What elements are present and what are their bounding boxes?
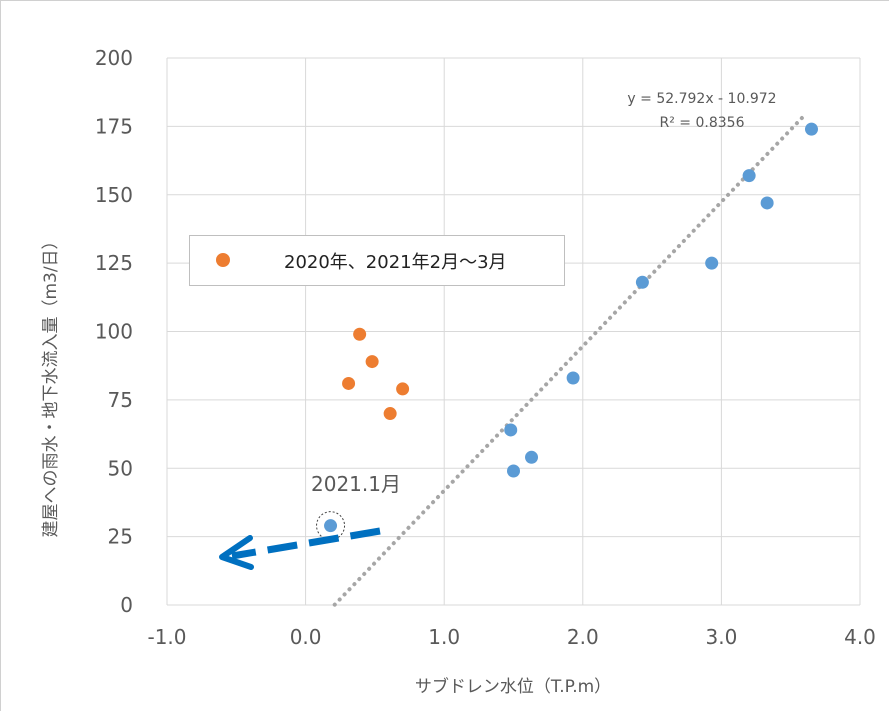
y-tick-label: 75 [108,388,133,412]
data-points [324,122,818,533]
y-tick-label: 100 [95,320,133,344]
x-axis-title: サブドレン水位（T.P.m） [415,676,611,697]
data-point-orange [365,355,379,369]
legend-marker-orange [216,253,230,267]
legend: 2020年、2021年2月～3月 [189,235,565,286]
data-point-blue [504,423,518,437]
data-point-blue [507,464,520,478]
y-tick-label: 50 [108,456,133,480]
data-point-orange [342,376,356,390]
y-tick-label: 0 [120,593,133,617]
data-point-orange [353,327,367,341]
data-point-orange [396,382,410,396]
x-tick-label: 0.0 [290,625,322,649]
data-point-blue [705,256,719,270]
x-tick-label: 2.0 [567,625,599,649]
y-tick-label: 25 [108,525,133,549]
y-tick-label: 125 [95,251,133,275]
annotations [219,511,381,570]
highlight-label: 2021.1月 [311,472,401,496]
data-point-blue [742,169,756,183]
trendline-group [332,111,808,607]
y-axis-title: 建屋への雨水・地下水流入量（m3/日） [41,232,61,537]
legend-label: 2020年、2021年2月～3月 [284,252,507,273]
y-tick-label: 150 [95,183,133,207]
trendline-r2: R² = 0.8356 [660,115,745,131]
arrow-shaft [231,527,381,560]
y-tick-label: 200 [95,46,133,70]
data-point-blue [566,371,580,385]
x-tick-label: 1.0 [428,625,460,649]
trendline [332,111,808,607]
gridlines [166,57,861,606]
arrow-head [219,535,254,570]
data-point-blue [324,519,338,533]
x-tick-label: 3.0 [705,625,737,649]
data-point-orange [383,407,397,421]
data-point-blue [635,275,649,289]
data-point-blue [525,450,539,464]
x-tick-label: 4.0 [844,625,876,649]
trendline-equation: y = 52.792x - 10.972 [627,91,776,107]
data-point-blue [760,196,774,210]
data-point-blue [804,122,818,136]
x-tick-label: -1.0 [147,625,186,649]
y-tick-label: 175 [95,114,133,138]
tick-labels: 0 25 50 75 100 125 150 175 200 -1.0 0.0 1.0 2.0 3.0 4.… [95,46,876,649]
